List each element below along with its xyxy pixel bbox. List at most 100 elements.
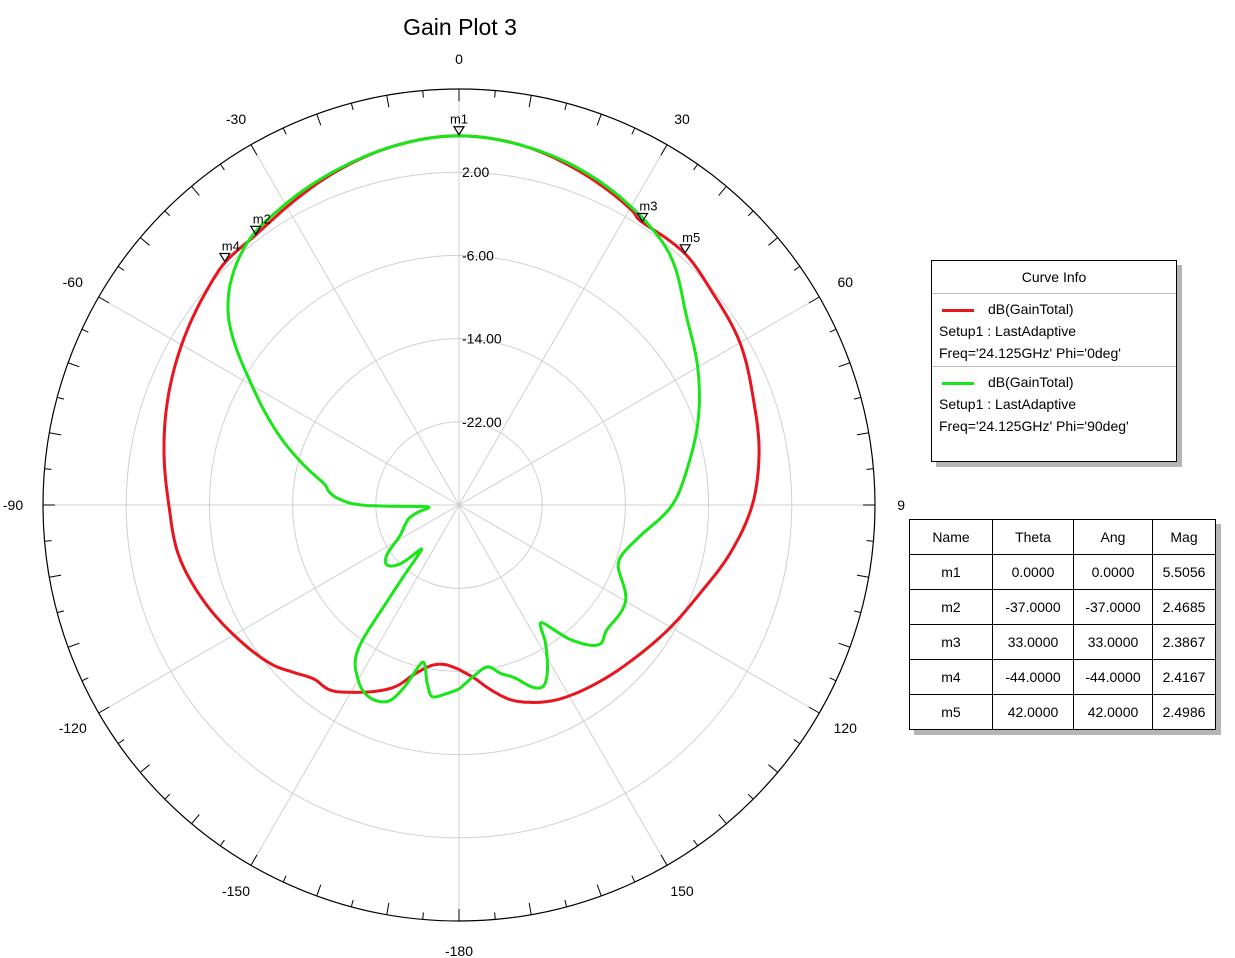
angle-tick <box>866 540 874 542</box>
angle-tick <box>250 854 258 866</box>
marker-table[interactable]: Name Theta Ang Mag m1 0.0000 0.0000 5.50… <box>909 519 1216 730</box>
angle-tick-label: 120 <box>834 720 858 736</box>
cell-mag: 2.3867 <box>1152 624 1216 660</box>
table-row[interactable]: m5 42.0000 42.0000 2.4986 <box>909 694 1216 730</box>
angle-tick <box>67 642 80 648</box>
angle-tick <box>829 328 837 333</box>
marker-triangle <box>679 244 692 254</box>
angle-tick <box>747 210 754 217</box>
angle-tick <box>422 912 424 920</box>
angle-tick <box>718 186 727 196</box>
angle-tick <box>164 793 171 800</box>
marker-label: m1 <box>450 112 468 127</box>
angle-tick-label: -180 <box>445 943 473 958</box>
cell-mag: 2.4685 <box>1152 589 1216 625</box>
angle-tick <box>631 127 636 135</box>
angle-tick <box>718 814 727 824</box>
chart-title: Gain Plot 3 <box>403 14 517 40</box>
grid-spoke <box>458 144 668 506</box>
curve-info-legend[interactable]: Curve Info dB(GainTotal) Setup1 : LastAd… <box>931 260 1177 462</box>
grid-spoke <box>458 296 820 506</box>
header-mag: Mag <box>1152 519 1216 555</box>
angle-tick <box>853 610 861 614</box>
angle-tick-label: 90 <box>897 497 905 513</box>
table-row[interactable]: m1 0.0000 0.0000 5.5056 <box>909 554 1216 590</box>
angle-tick <box>386 902 390 915</box>
angle-tick <box>44 468 52 470</box>
angle-tick <box>282 127 287 135</box>
angle-tick-label: -60 <box>63 274 83 290</box>
angle-tick <box>250 144 258 156</box>
marker-label: m3 <box>639 199 657 214</box>
grid-spoke <box>98 296 460 506</box>
angle-tick <box>808 706 820 714</box>
angle-tick <box>693 839 699 847</box>
table-row[interactable]: m3 33.0000 33.0000 2.3867 <box>909 624 1216 660</box>
angle-tick <box>856 574 869 578</box>
markers: m1 m2 m3 m4 m5 <box>218 112 700 263</box>
marker-triangle <box>218 252 231 263</box>
legend-title: Curve Info <box>932 261 1176 294</box>
angle-tick-label: -120 <box>59 720 87 736</box>
header-theta: Theta <box>992 519 1074 555</box>
header-name: Name <box>909 519 993 555</box>
green-line-swatch <box>942 381 974 385</box>
angle-tick-label: 30 <box>674 111 690 127</box>
radial-tick-label: 2.00 <box>462 164 489 180</box>
cell-name: m2 <box>909 589 993 625</box>
cell-ang: 0.0000 <box>1073 554 1153 590</box>
cell-name: m3 <box>909 624 993 660</box>
angle-tick <box>386 95 390 108</box>
angle-tick <box>191 814 200 824</box>
angle-tick-label: 150 <box>670 883 694 899</box>
angle-tick <box>829 677 837 682</box>
angle-tick <box>57 396 65 400</box>
angle-tick <box>494 912 496 920</box>
angle-tick-label: 60 <box>837 274 853 290</box>
angle-tick <box>219 839 225 847</box>
legend-entry-variation: Freq='24.125GHz' Phi='90deg' <box>939 418 1129 434</box>
angle-tick <box>528 902 532 915</box>
legend-entry-setup: Setup1 : LastAdaptive <box>939 396 1076 412</box>
angle-tick-label: -90 <box>3 497 23 513</box>
angle-tick-label: -30 <box>226 111 246 127</box>
angle-tick <box>631 875 636 883</box>
gain-curves <box>162 134 761 704</box>
angle-tick <box>140 237 150 246</box>
angle-tick <box>49 432 62 436</box>
angle-tick <box>117 265 125 271</box>
cell-ang: -37.0000 <box>1073 589 1153 625</box>
angle-tick <box>57 610 65 614</box>
grid-spoke <box>458 504 668 866</box>
marker-triangle <box>636 212 649 223</box>
angle-tick <box>564 103 568 111</box>
cell-theta: -44.0000 <box>992 659 1074 695</box>
cell-name: m1 <box>909 554 993 590</box>
angle-tick <box>422 90 424 98</box>
angle-tick <box>117 739 125 745</box>
angle-tick <box>838 362 851 368</box>
cell-ang: 42.0000 <box>1073 694 1153 730</box>
angle-tick-label: 0 <box>455 51 463 67</box>
polar-plot: 0 30 60 90 120 150 -180 -150 -120 -90 -60 -30 2.00 -… <box>3 51 905 958</box>
cell-mag: 5.5056 <box>1152 554 1216 590</box>
angle-ticks <box>43 89 875 921</box>
cell-mag: 2.4986 <box>1152 694 1216 730</box>
cell-name: m5 <box>909 694 993 730</box>
marker-label: m4 <box>222 238 240 253</box>
grid-spoke <box>250 144 460 506</box>
angle-tick <box>316 884 322 897</box>
angle-tick <box>838 642 851 648</box>
angle-tick <box>853 396 861 400</box>
angle-tick <box>660 854 668 866</box>
angle-tick-label: -150 <box>222 883 250 899</box>
table-row[interactable]: m4 -44.0000 -44.0000 2.4167 <box>909 659 1216 695</box>
angle-tick <box>793 265 801 271</box>
legend-entry-phi0[interactable]: dB(GainTotal) Setup1 : LastAdaptive Freq… <box>932 294 1176 366</box>
legend-entry-label: dB(GainTotal) <box>988 374 1074 390</box>
table-row[interactable]: m2 -37.0000 -37.0000 2.4685 <box>909 589 1216 625</box>
cell-theta: 42.0000 <box>992 694 1074 730</box>
angle-tick <box>747 793 754 800</box>
angle-tick <box>282 875 287 883</box>
legend-entry-phi90[interactable]: dB(GainTotal) Setup1 : LastAdaptive Freq… <box>932 366 1176 439</box>
